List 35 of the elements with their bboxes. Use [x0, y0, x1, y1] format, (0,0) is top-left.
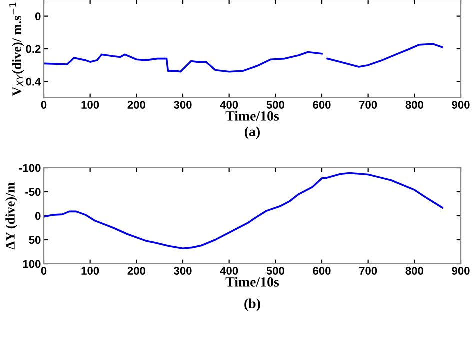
text: (b) [244, 298, 260, 312]
x-tick-label: 300 [174, 267, 192, 275]
x-tick-label: 200 [128, 267, 146, 275]
x-tick-label: 500 [266, 101, 284, 109]
x-tick-label: 500 [266, 267, 284, 275]
x-tick-label: 900 [452, 267, 470, 275]
x-tick-label: 700 [360, 101, 378, 109]
x-tick-label: 0 [41, 267, 47, 275]
x-tick-label: 400 [220, 101, 238, 109]
x-tick-label: 300 [174, 101, 192, 109]
y-tick-label: 0 [35, 212, 41, 220]
y-axis-title: ΔY (dive)/m [6, 182, 18, 250]
y-tick-label: -100 [19, 164, 41, 172]
y-tick-label: 0.4 [26, 78, 42, 86]
y-tick-label: -50 [26, 188, 41, 196]
x-tick-label: 900 [452, 101, 470, 109]
x-tick-label: 800 [406, 267, 424, 275]
x-tick-label: 400 [220, 267, 238, 275]
x-tick-label: 800 [406, 101, 424, 109]
y-tick-label: 50 [29, 236, 41, 244]
text: (a) [245, 126, 260, 140]
x-tick-label: 600 [313, 101, 331, 109]
x-axis-title: Time/10s [226, 277, 280, 287]
line-series [44, 172, 444, 250]
y-tick-label: 100 [23, 260, 41, 268]
x-axis-title: Time/10s [226, 111, 280, 121]
x-tick-label: 600 [313, 267, 331, 275]
x-tick-label: 200 [128, 101, 146, 109]
x-tick-label: 100 [82, 267, 100, 275]
x-tick-label: 100 [82, 101, 100, 109]
y-tick-label: 0 [35, 12, 41, 20]
y-axis-title: V$_{XY}$(dive)/ m.s$^{−1}$ [10, 2, 24, 96]
x-tick-label: 700 [360, 267, 378, 275]
y-tick-label: 0.2 [26, 45, 41, 54]
x-tick-label: 0 [41, 101, 47, 109]
